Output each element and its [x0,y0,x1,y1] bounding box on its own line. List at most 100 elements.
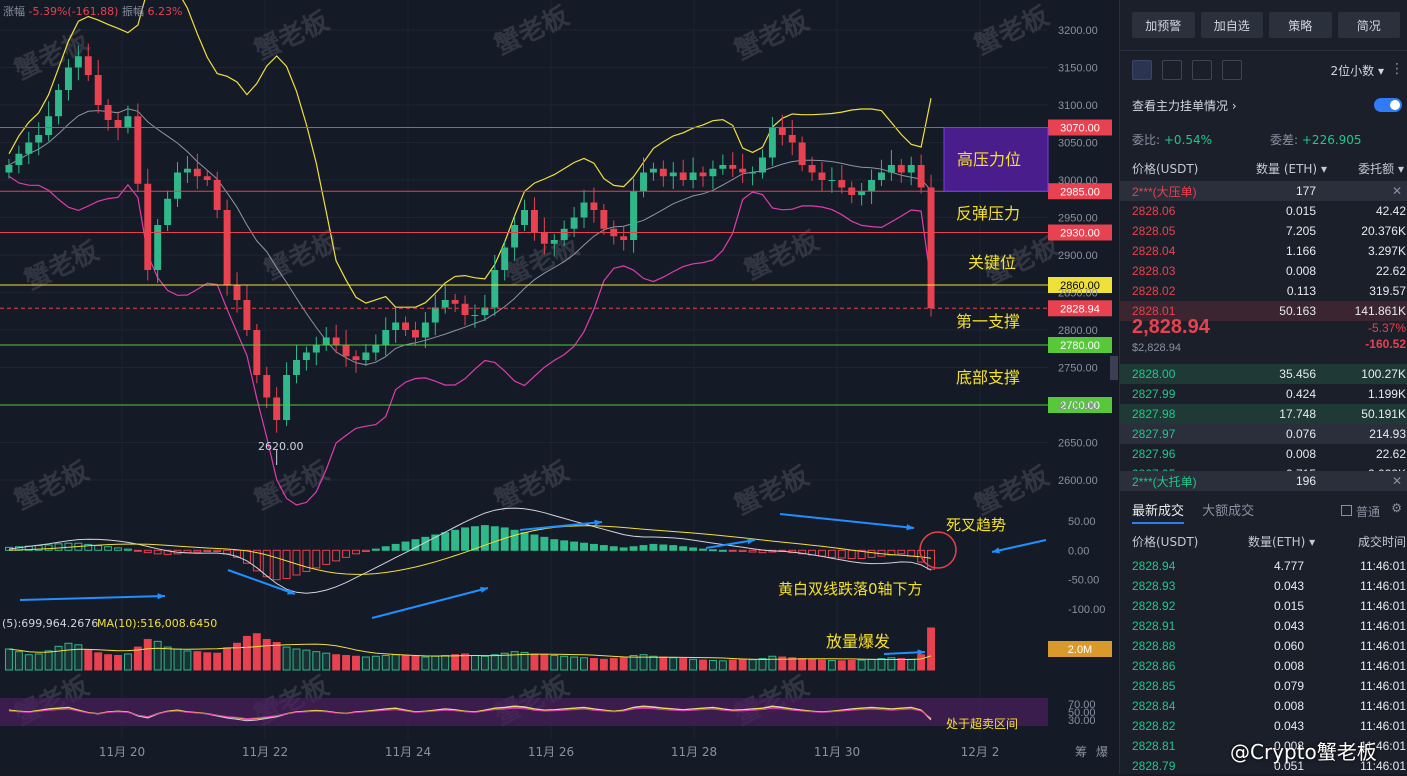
trade-header-time: 成交时间 [1357,534,1406,549]
ask-row[interactable]: 2828.03 0.008 22.62 [1120,261,1407,281]
candle-body [114,120,122,128]
ask-row[interactable]: 2828.01 50.163 141.861K [1120,301,1407,321]
price-tick: 2950.00 [1058,213,1098,225]
ask-row[interactable]: 2828.05 7.205 20.376K [1120,221,1407,241]
trade-time: 11:46:01 [1360,599,1406,613]
macd-bar [550,539,559,551]
ask-row[interactable]: 2828.02 0.113 319.57 [1120,281,1407,301]
level-tag [1048,224,1112,241]
candle-body [808,165,816,173]
trade-header-qty[interactable]: 数量(ETH) ▾ [1248,534,1316,549]
chart-area[interactable]: 蟹老板 蟹老板 蟹老板 蟹老板 蟹老板 蟹老板 蟹老板 蟹老板 蟹老板 蟹老板 蟹老板 蟹老板 蟹老板蟹… [0,0,1377,774]
macd-bar [461,527,470,551]
trend-arrowhead [917,649,925,656]
ask-big-order[interactable]: 2***(大压单) 177 ✕ [1120,181,1407,201]
macd-bar [153,549,162,555]
bid-row[interactable]: 2827.96 0.008 22.62 [1120,444,1407,464]
level-tag-text: 3070.00 [1060,123,1100,135]
change-value: -5.39%(-161.88) [28,5,119,18]
macd-bar [332,549,341,562]
volume-bar [748,659,757,671]
bid-row[interactable]: 2827.97 0.076 214.93 [1120,424,1407,444]
ask-row[interactable]: 2828.06 0.015 42.42 [1120,201,1407,221]
qty: 35.456 [1279,367,1316,381]
volume-bar [213,652,222,671]
qty: 0.008 [1285,447,1316,461]
total: 100.27K [1361,367,1406,381]
macd-bar [213,549,222,552]
alert-button[interactable]: 加预警 [1132,12,1195,38]
bid-row[interactable]: 2827.99 0.424 1.199K [1120,384,1407,404]
annotation-fangliang: 放量爆发 [826,632,891,651]
depth-link-label: 查看主力挂单情况 [1132,99,1229,113]
candlestick-chart[interactable]: 蟹老板 蟹老板 蟹老板 蟹老板 蟹老板蟹老板 蟹老板 蟹老板 蟹老板 蟹老板蟹老板 蟹老板 蟹老板蟹… [0,0,1118,774]
qty: 1.166 [1285,244,1316,258]
macd-bar [748,549,757,553]
macd-bar [718,549,727,552]
bid-row[interactable]: 2828.00 35.456 100.27K [1120,364,1407,384]
liquidation-label: 爆 [1096,745,1108,759]
trade-qty: 0.043 [1273,579,1304,593]
macd-bar [352,549,360,555]
volume-bar [580,657,588,671]
macd-tick: 0.00 [1068,545,1089,557]
depth-grid-icon[interactable] [1222,60,1242,80]
tab-large-trades[interactable]: 大额成交 [1202,504,1255,519]
normal-checkbox[interactable]: 普通 [1340,503,1380,520]
price-tick: 2850.00 [1058,288,1098,300]
both-sides-icon[interactable] [1132,60,1152,80]
bids-only-icon[interactable] [1162,60,1182,80]
volume-bar [530,653,539,671]
trade-price: 2828.85 [1132,679,1176,693]
volume-bar [24,654,33,671]
trade-row: 2828.93 0.043 11:46:01 [1120,576,1407,596]
trade-row: 2828.84 0.008 11:46:01 [1120,696,1407,716]
trade-price: 2828.86 [1132,659,1176,673]
depth-toggle-switch[interactable] [1374,98,1402,112]
qty: 17.748 [1279,407,1316,421]
volume-bar [421,656,430,671]
close-icon[interactable]: ✕ [1391,184,1402,198]
candle-body [263,375,271,398]
annotation-huangbai: 黄白双线跌落0轴下方 [778,580,923,598]
price: 2828.05 [1132,224,1176,238]
trade-qty: 0.008 [1273,739,1304,753]
watermark-text: 蟹老板 [250,5,334,66]
settings-icon[interactable]: ⚙ [1391,501,1402,515]
candle-body [709,168,717,177]
depth-link[interactable]: 查看主力挂单情况 › [1132,97,1237,114]
tab-latest-trades[interactable]: 最新成交 [1132,504,1185,524]
candle-body [223,210,231,285]
macd-bar [84,543,93,551]
asks-only-icon[interactable] [1192,60,1212,80]
bid-row[interactable]: 2827.98 17.748 50.191K [1120,404,1407,424]
decimal-select[interactable]: 2位小数 ▾ [1331,62,1385,79]
volume-bar [34,653,43,671]
macd-tick: -100.00 [1068,604,1105,616]
overview-button[interactable]: 简况 [1337,12,1400,38]
book-header-total[interactable]: 委托额 ▾ [1358,161,1404,176]
candle-body [768,127,776,158]
price: 2828.00 [1132,367,1176,381]
ask-row[interactable]: 2828.04 1.166 3.297K [1120,241,1407,261]
close-icon[interactable]: ✕ [1391,474,1402,488]
weicha: 委差: +226.905 [1270,131,1362,148]
strategy-button[interactable]: 策略 [1269,12,1332,38]
price-tick: 3150.00 [1058,63,1098,75]
volume-bar [352,655,360,671]
macd-bar [728,549,737,552]
candle-body [402,322,410,330]
trade-header-price: 价格(USDT) [1132,534,1199,549]
volume-bar [490,654,499,671]
bid-big-order[interactable]: 2***(大托单) 196 ✕ [1120,471,1407,491]
volume-bar [778,656,787,671]
more-icon[interactable]: ⋮ [1390,60,1404,76]
action-buttons: 加预警 加自选 策略 简况 [1132,12,1400,38]
volume-bar [203,652,212,671]
book-header-qty[interactable]: 数量 (ETH) ▾ [1256,161,1327,176]
volume-bar [302,649,311,671]
volume-bar [431,655,440,671]
watchlist-button[interactable]: 加自选 [1200,12,1263,38]
candle-body [759,157,766,173]
macd-bar [441,532,450,551]
